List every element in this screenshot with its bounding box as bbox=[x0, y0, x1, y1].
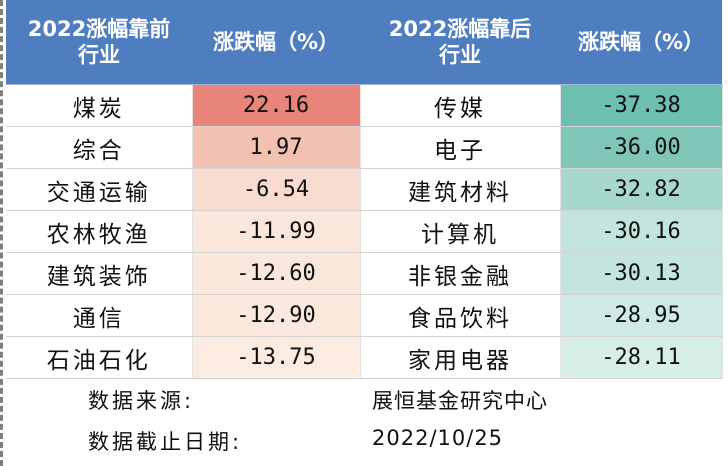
table-row: 煤炭 22.16 传媒 -37.38 bbox=[6, 84, 723, 127]
header-bottom-change: 涨跌幅（%） bbox=[560, 0, 722, 85]
bottom-industry-cell: 计算机 bbox=[360, 210, 561, 253]
bottom-industry-cell: 传媒 bbox=[360, 84, 561, 127]
top-change-cell: 1.97 bbox=[192, 126, 361, 169]
data-source-line: 数据来源: 展恒基金研究中心 bbox=[6, 385, 722, 425]
bottom-change-cell: -30.13 bbox=[560, 252, 723, 295]
bottom-change-cell: -30.16 bbox=[560, 210, 723, 253]
top-change-cell: 22.16 bbox=[192, 84, 361, 127]
top-change-cell: -12.60 bbox=[192, 252, 361, 295]
table-row: 石油石化 -13.75 家用电器 -28.11 bbox=[6, 336, 723, 379]
header-top-industry: 2022涨幅靠前 行业 bbox=[6, 0, 192, 85]
table-row: 建筑装饰 -12.60 非银金融 -30.13 bbox=[6, 252, 723, 295]
top-change-cell: -11.99 bbox=[192, 210, 361, 253]
bottom-change-cell: -28.11 bbox=[560, 336, 723, 379]
top-change-cell: -13.75 bbox=[192, 336, 361, 379]
table-row: 通信 -12.90 食品饮料 -28.95 bbox=[6, 294, 723, 337]
top-industry-cell: 交通运输 bbox=[6, 168, 193, 211]
bottom-industry-cell: 非银金融 bbox=[360, 252, 561, 295]
data-date-label: 数据截止日期: bbox=[88, 430, 243, 454]
top-industry-cell: 通信 bbox=[6, 294, 193, 337]
header-bottom-industry: 2022涨幅靠后 行业 bbox=[360, 0, 560, 85]
data-source-label: 数据来源: bbox=[88, 389, 195, 413]
industry-performance-table: 2022涨幅靠前 行业 涨跌幅（%） 2022涨幅靠后 行业 涨跌幅（%） 煤炭… bbox=[6, 0, 723, 379]
top-industry-cell: 建筑装饰 bbox=[6, 252, 193, 295]
top-change-cell: -12.90 bbox=[192, 294, 361, 337]
table-row: 综合 1.97 电子 -36.00 bbox=[6, 126, 723, 169]
table-row: 交通运输 -6.54 建筑材料 -32.82 bbox=[6, 168, 723, 211]
header-row: 2022涨幅靠前 行业 涨跌幅（%） 2022涨幅靠后 行业 涨跌幅（%） bbox=[6, 0, 722, 85]
header-top-industry-line1: 2022涨幅靠前 bbox=[27, 17, 171, 41]
table-row: 农林牧渔 -11.99 计算机 -30.16 bbox=[6, 210, 723, 253]
bottom-industry-cell: 食品饮料 bbox=[360, 294, 561, 337]
data-date-line: 数据截止日期: 2022/10/25 bbox=[6, 426, 722, 466]
top-industry-cell: 煤炭 bbox=[6, 84, 193, 127]
bottom-change-cell: -32.82 bbox=[560, 168, 723, 211]
top-industry-cell: 综合 bbox=[6, 126, 193, 169]
top-change-cell: -6.54 bbox=[192, 168, 361, 211]
bottom-change-cell: -36.00 bbox=[560, 126, 723, 169]
data-date-value: 2022/10/25 bbox=[372, 426, 504, 450]
data-source-value: 展恒基金研究中心 bbox=[372, 389, 548, 413]
bottom-industry-cell: 建筑材料 bbox=[360, 168, 561, 211]
bottom-change-cell: -37.38 bbox=[560, 84, 723, 127]
bottom-change-cell: -28.95 bbox=[560, 294, 723, 337]
header-bottom-industry-line2: 行业 bbox=[439, 43, 481, 67]
bottom-industry-cell: 家用电器 bbox=[360, 336, 561, 379]
top-industry-cell: 石油石化 bbox=[6, 336, 193, 379]
top-industry-cell: 农林牧渔 bbox=[6, 210, 193, 253]
header-top-industry-line2: 行业 bbox=[78, 43, 120, 67]
header-bottom-industry-line1: 2022涨幅靠后 bbox=[388, 17, 532, 41]
bottom-industry-cell: 电子 bbox=[360, 126, 561, 169]
header-top-change: 涨跌幅（%） bbox=[192, 0, 360, 85]
